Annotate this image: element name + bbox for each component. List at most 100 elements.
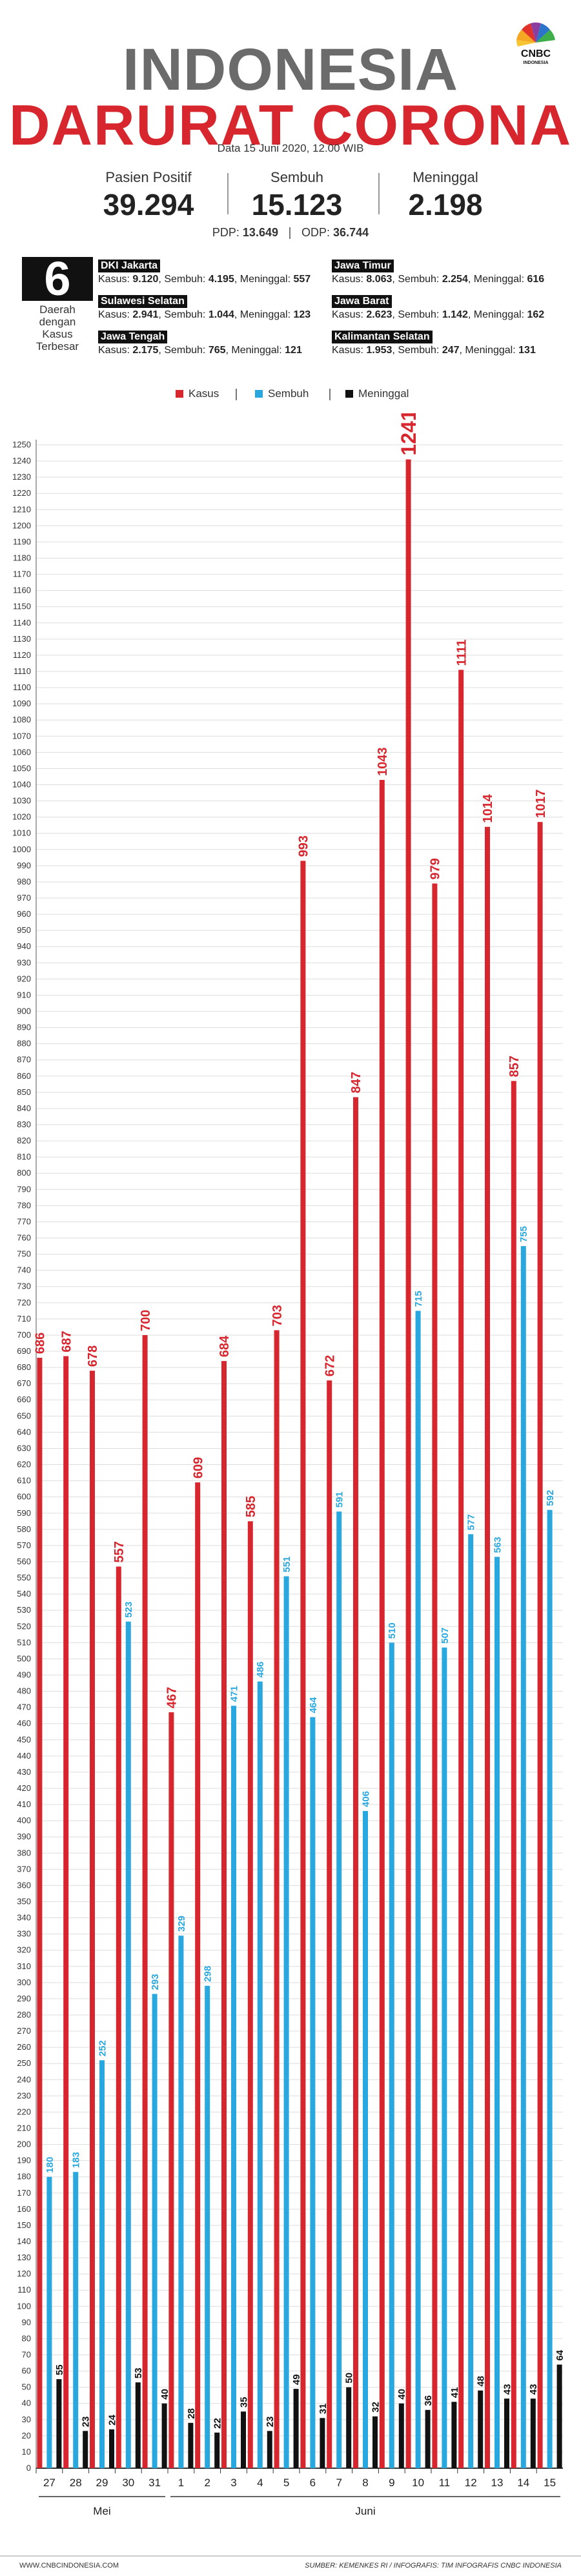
- y-tick-label: 950: [17, 925, 31, 935]
- y-tick-label: 1200: [12, 520, 31, 530]
- y-tick-label: 410: [17, 1799, 31, 1809]
- data-label-sembuh: 464: [308, 1697, 319, 1713]
- x-tick-label: 3: [230, 2477, 236, 2489]
- legend-label: Sembuh: [268, 387, 309, 400]
- legend-swatch-meninggal: [345, 390, 353, 398]
- x-tick-label: 14: [517, 2477, 529, 2489]
- y-tick-label: 1140: [13, 618, 31, 628]
- region-field-label: Meninggal:: [231, 345, 282, 356]
- data-label-meninggal: 23: [81, 2417, 92, 2428]
- data-label-sembuh: 551: [281, 1557, 292, 1573]
- data-label-meninggal: 28: [186, 2408, 197, 2419]
- region-meninggal-value: 557: [293, 274, 311, 285]
- y-tick-label: 1150: [13, 602, 31, 611]
- region-item: Sulawesi Selatan Kasus: 2.941, Sembuh: 1.…: [98, 295, 311, 321]
- pdp-value: 13.649: [242, 226, 278, 239]
- bar-kasus: [537, 822, 543, 2468]
- region-meninggal-value: 123: [293, 309, 311, 320]
- cnbc-logo-icon: CNBC INDONESIA: [516, 22, 555, 65]
- bar-meninggal: [398, 2403, 404, 2468]
- stat-divider: [378, 173, 380, 214]
- data-label-kasus: 678: [86, 1345, 100, 1367]
- y-tick-label: 1240: [12, 456, 31, 465]
- bar-kasus: [63, 1356, 69, 2468]
- data-label-meninggal: 50: [344, 2373, 355, 2384]
- y-tick-label: 610: [17, 1476, 31, 1486]
- data-label-kasus: 993: [297, 835, 311, 857]
- bar-sembuh: [257, 1681, 263, 2468]
- y-tick-label: 250: [17, 2058, 31, 2068]
- y-tick-label: 660: [17, 1395, 31, 1404]
- data-label-sembuh: 577: [466, 1514, 477, 1530]
- y-tick-label: 1090: [12, 699, 31, 708]
- region-item: Kalimantan Selatan Kasus: 1.953, Sembuh: …: [332, 331, 536, 356]
- y-tick-label: 180: [17, 2172, 31, 2182]
- legend-separator: [236, 389, 237, 400]
- x-tick-label: 4: [257, 2477, 263, 2489]
- y-tick-label: 830: [17, 1119, 31, 1129]
- region-field-label: Kasus:: [332, 309, 363, 320]
- y-tick-label: 1160: [13, 586, 31, 595]
- y-tick-label: 720: [17, 1298, 31, 1307]
- y-tick-label: 30: [22, 2415, 31, 2424]
- y-tick-label: 20: [22, 2431, 31, 2440]
- legend-label: Kasus: [189, 387, 219, 400]
- y-tick-label: 490: [17, 1670, 31, 1679]
- region-kasus-value: 1.953: [366, 345, 392, 356]
- y-tick-label: 310: [17, 1961, 31, 1971]
- data-label-kasus: 1043: [376, 747, 390, 776]
- data-label-meninggal: 55: [54, 2364, 65, 2375]
- bar-sembuh: [178, 1936, 184, 2468]
- stat-sembuh: Sembuh 15.123: [213, 169, 381, 222]
- data-label-sembuh: 183: [71, 2152, 82, 2168]
- data-label-kasus: 979: [429, 858, 443, 879]
- y-tick-label: 320: [17, 1945, 31, 1955]
- y-tick-label: 1130: [13, 634, 31, 644]
- y-tick-label: 120: [17, 2269, 31, 2278]
- y-tick-label: 890: [17, 1023, 31, 1032]
- y-tick-label: 440: [17, 1751, 31, 1761]
- data-label-sembuh: 329: [176, 1916, 187, 1932]
- y-tick-label: 0: [26, 2463, 31, 2473]
- x-tick-label: 9: [389, 2477, 394, 2489]
- data-label-kasus: 847: [349, 1072, 363, 1093]
- label-line: Daerah: [39, 303, 76, 316]
- data-label-sembuh: 252: [97, 2040, 108, 2056]
- data-date: Data 15 Juni 2020, 12.00 WIB: [217, 142, 364, 154]
- bar-meninggal: [425, 2409, 431, 2468]
- bar-chart: 0102030405060708090100110120130140150160…: [12, 413, 566, 2517]
- y-tick-label: 840: [17, 1103, 31, 1113]
- y-tick-label: 290: [17, 1994, 31, 2003]
- pdp-odp-line: PDP: 13.649 ODP: 36.744: [0, 226, 581, 240]
- region-kasus-value: 8.063: [366, 274, 392, 285]
- data-label-meninggal: 40: [396, 2389, 407, 2400]
- stat-value: 39.294: [103, 188, 194, 221]
- stat-meninggal: Meninggal 2.198: [362, 169, 529, 222]
- bar-sembuh: [205, 1985, 210, 2468]
- y-tick-label: 570: [17, 1540, 31, 1550]
- region-name: DKI Jakarta: [98, 260, 161, 272]
- region-meninggal-value: 616: [527, 274, 545, 285]
- data-label-meninggal: 22: [212, 2418, 223, 2429]
- bar-meninggal: [161, 2403, 167, 2468]
- region-kasus-value: 2.623: [366, 309, 392, 320]
- bar-meninggal: [372, 2416, 378, 2468]
- bar-sembuh: [73, 2172, 79, 2468]
- y-tick-label: 10: [22, 2447, 31, 2457]
- y-tick-label: 220: [17, 2107, 31, 2116]
- legend-sembuh: Sembuh: [255, 387, 309, 400]
- y-tick-label: 810: [17, 1152, 31, 1161]
- data-label-meninggal: 43: [502, 2384, 513, 2395]
- y-tick-label: 670: [17, 1378, 31, 1388]
- y-tick-label: 1110: [14, 666, 31, 676]
- x-tick-label: 28: [70, 2477, 82, 2489]
- y-tick-label: 980: [17, 877, 31, 886]
- y-tick-label: 590: [17, 1508, 31, 1518]
- bar-meninggal: [241, 2411, 246, 2468]
- x-tick-label: 27: [43, 2477, 56, 2489]
- data-label-sembuh: 592: [545, 1490, 556, 1506]
- y-tick-label: 920: [17, 974, 31, 983]
- region-sembuh-value: 1.044: [208, 309, 234, 320]
- data-label-kasus: 703: [270, 1305, 285, 1326]
- data-label-meninggal: 43: [528, 2384, 539, 2395]
